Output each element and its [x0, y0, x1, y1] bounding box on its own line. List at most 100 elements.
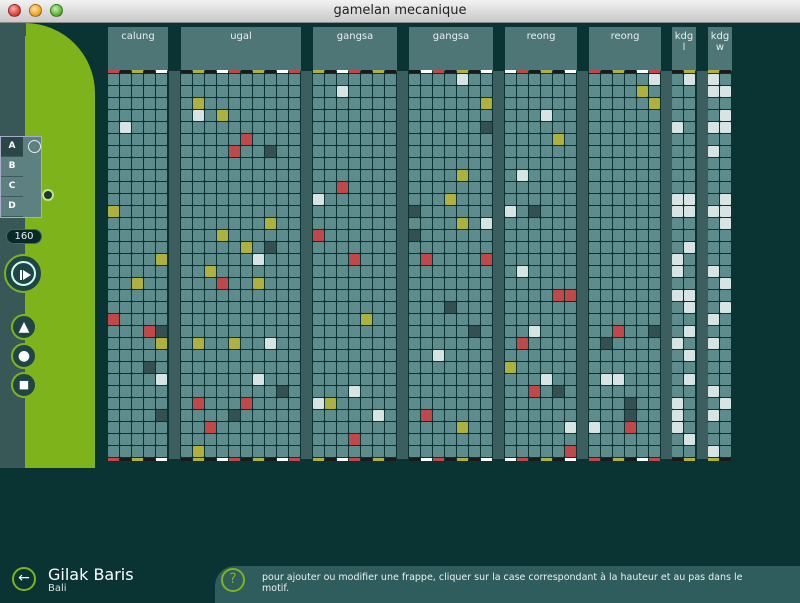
grid-cell[interactable]: [325, 254, 336, 265]
grid-cell[interactable]: [325, 134, 336, 145]
grid-cell[interactable]: [565, 386, 576, 397]
grid-cell[interactable]: [553, 194, 564, 205]
grid-cell[interactable]: [601, 98, 612, 109]
grid-cell[interactable]: [181, 74, 192, 85]
grid-cell[interactable]: [337, 266, 348, 277]
grid-cell[interactable]: [108, 410, 119, 421]
grid-cell[interactable]: [193, 206, 204, 217]
grid-cell[interactable]: [337, 74, 348, 85]
grid-cell[interactable]: [637, 110, 648, 121]
grid-cell[interactable]: [708, 302, 719, 313]
grid-cell[interactable]: [601, 386, 612, 397]
grid-cell[interactable]: [205, 110, 216, 121]
grid-cell[interactable]: [672, 110, 683, 121]
grid-cell[interactable]: [409, 386, 420, 397]
grid-cell[interactable]: [385, 194, 396, 205]
grid-cell[interactable]: [601, 446, 612, 457]
grid-cell[interactable]: [277, 86, 288, 97]
grid-cell[interactable]: [385, 434, 396, 445]
grid-cell[interactable]: [637, 362, 648, 373]
grid-cell[interactable]: [505, 230, 516, 241]
grid-cell[interactable]: [541, 266, 552, 277]
grid-cell[interactable]: [649, 206, 660, 217]
grid-cell[interactable]: [373, 326, 384, 337]
grid-cell[interactable]: [684, 434, 695, 445]
grid-cell[interactable]: [481, 206, 492, 217]
grid-cell[interactable]: [445, 446, 456, 457]
grid-cell[interactable]: [108, 422, 119, 433]
grid-cell[interactable]: [589, 386, 600, 397]
grid-cell[interactable]: [433, 86, 444, 97]
grid-cell[interactable]: [373, 170, 384, 181]
grid-cell[interactable]: [277, 218, 288, 229]
grid-cell[interactable]: [505, 374, 516, 385]
grid-cell[interactable]: [708, 146, 719, 157]
grid-cell[interactable]: [433, 74, 444, 85]
grid-cell[interactable]: [277, 398, 288, 409]
grid-cell[interactable]: [469, 374, 480, 385]
grid-cell[interactable]: [349, 302, 360, 313]
grid-cell[interactable]: [469, 230, 480, 241]
grid-cell[interactable]: [708, 422, 719, 433]
grid-cell[interactable]: [457, 290, 468, 301]
grid-cell[interactable]: [241, 302, 252, 313]
grid-cell[interactable]: [720, 422, 731, 433]
grid-cell[interactable]: [156, 194, 167, 205]
grid-cell[interactable]: [108, 230, 119, 241]
grid-cell[interactable]: [421, 398, 432, 409]
grid-cell[interactable]: [469, 446, 480, 457]
grid-cell[interactable]: [385, 146, 396, 157]
grid-cell[interactable]: [684, 254, 695, 265]
grid-cell[interactable]: [672, 374, 683, 385]
grid-cell[interactable]: [349, 290, 360, 301]
grid-cell[interactable]: [349, 146, 360, 157]
grid-cell[interactable]: [337, 362, 348, 373]
grid-cell[interactable]: [349, 314, 360, 325]
grid-cell[interactable]: [120, 374, 131, 385]
grid-cell[interactable]: [289, 410, 300, 421]
grid-cell[interactable]: [253, 362, 264, 373]
grid-cell[interactable]: [505, 446, 516, 457]
grid-cell[interactable]: [469, 134, 480, 145]
grid-cell[interactable]: [193, 374, 204, 385]
grid-cell[interactable]: [156, 122, 167, 133]
grid-cell[interactable]: [481, 230, 492, 241]
grid-cell[interactable]: [684, 386, 695, 397]
grid-cell[interactable]: [672, 446, 683, 457]
grid-cell[interactable]: [649, 338, 660, 349]
grid-cell[interactable]: [108, 146, 119, 157]
grid-cell[interactable]: [325, 206, 336, 217]
grid-cell[interactable]: [120, 182, 131, 193]
grid-cell[interactable]: [289, 242, 300, 253]
grid-cell[interactable]: [613, 314, 624, 325]
grid-cell[interactable]: [132, 290, 143, 301]
grid-cell[interactable]: [181, 446, 192, 457]
grid-cell[interactable]: [361, 182, 372, 193]
grid-cell[interactable]: [505, 434, 516, 445]
grid-cell[interactable]: [253, 422, 264, 433]
grid-cell[interactable]: [181, 314, 192, 325]
grid-cell[interactable]: [565, 122, 576, 133]
grid-cell[interactable]: [589, 326, 600, 337]
grid-cell[interactable]: [373, 350, 384, 361]
grid-cell[interactable]: [625, 74, 636, 85]
grid-cell[interactable]: [313, 266, 324, 277]
grid-cell[interactable]: [481, 338, 492, 349]
grid-cell[interactable]: [193, 302, 204, 313]
grid-cell[interactable]: [613, 146, 624, 157]
grid-cell[interactable]: [637, 398, 648, 409]
grid-cell[interactable]: [361, 374, 372, 385]
grid-cell[interactable]: [469, 422, 480, 433]
grid-cell[interactable]: [409, 362, 420, 373]
grid-cell[interactable]: [565, 110, 576, 121]
grid-cell[interactable]: [181, 302, 192, 313]
grid-cell[interactable]: [613, 266, 624, 277]
grid-cell[interactable]: [469, 338, 480, 349]
grid-cell[interactable]: [205, 170, 216, 181]
grid-cell[interactable]: [649, 266, 660, 277]
grid-cell[interactable]: [337, 182, 348, 193]
grid-cell[interactable]: [132, 110, 143, 121]
grid-cell[interactable]: [205, 314, 216, 325]
grid-cell[interactable]: [156, 98, 167, 109]
grid-cell[interactable]: [613, 290, 624, 301]
